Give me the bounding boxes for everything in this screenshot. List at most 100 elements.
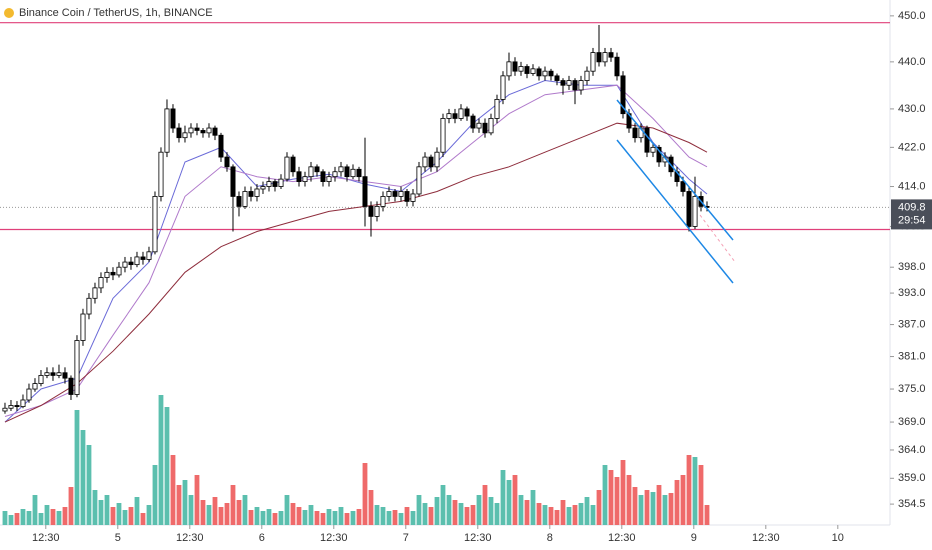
- volume-bar: [116, 503, 122, 525]
- last-price-box: [891, 199, 932, 230]
- candle-body: [212, 127, 218, 136]
- candle-body: [446, 113, 452, 119]
- candle-body: [374, 205, 380, 217]
- candle-body: [164, 108, 170, 153]
- candle-body: [464, 108, 470, 117]
- countdown-label: 29:54: [898, 214, 926, 226]
- candle-body: [8, 405, 14, 409]
- candle-body: [158, 151, 164, 197]
- volume-bar: [458, 503, 464, 525]
- candle-body: [584, 70, 590, 81]
- volume-bar: [428, 507, 434, 525]
- volume-bar: [620, 460, 626, 525]
- candle-body: [536, 68, 542, 77]
- volume-bar: [308, 505, 314, 525]
- y-tick-label: 369.0: [898, 416, 926, 428]
- y-tick-label: 414.0: [898, 180, 926, 192]
- y-tick-label: 359.0: [898, 472, 926, 484]
- volume-bar: [8, 515, 14, 525]
- volume-bar: [638, 495, 644, 525]
- volume-bar: [680, 475, 686, 525]
- volume-bar: [692, 457, 698, 525]
- volume-bar: [62, 507, 68, 525]
- volume-bar: [68, 487, 74, 525]
- candle-body: [86, 297, 92, 315]
- chart-title: Binance Coin / TetherUS, 1h, BINANCE: [19, 7, 213, 19]
- candle-body: [116, 266, 122, 276]
- volume-bar: [32, 495, 38, 525]
- candle-body: [404, 191, 410, 202]
- candle-body: [398, 191, 404, 197]
- x-tick-label: 6: [259, 532, 265, 544]
- volume-bar: [272, 513, 278, 525]
- candle-body: [236, 196, 242, 207]
- y-tick-label: 398.0: [898, 261, 926, 273]
- candle-body: [92, 287, 98, 299]
- candle-body: [560, 80, 566, 86]
- volume-bar: [98, 500, 104, 525]
- candle-body: [266, 181, 272, 187]
- candle-body: [512, 61, 518, 72]
- volume-bar: [644, 490, 650, 525]
- volume-bar: [518, 495, 524, 525]
- candle-body: [632, 127, 638, 139]
- volume-bar: [170, 455, 176, 525]
- candle-body: [296, 171, 302, 182]
- volume-bar: [110, 507, 116, 525]
- candle-body: [686, 191, 692, 227]
- candle-body: [182, 132, 188, 139]
- volume-bar: [434, 497, 440, 525]
- candle-body: [308, 166, 314, 178]
- candle-body: [620, 75, 626, 115]
- candle-body: [368, 205, 374, 217]
- volume-bar: [260, 511, 266, 525]
- candle-body: [524, 66, 530, 74]
- volume-bar: [302, 510, 308, 525]
- candle-body: [14, 405, 20, 407]
- volume-bar: [242, 495, 248, 525]
- candle-body: [104, 271, 110, 278]
- candle-body: [362, 176, 368, 207]
- candle-body: [578, 80, 584, 91]
- volume-bar: [128, 507, 134, 525]
- y-tick-label: 381.0: [898, 350, 926, 362]
- volume-bar: [488, 497, 494, 525]
- volume-bar: [440, 485, 446, 525]
- candle-body: [146, 251, 152, 260]
- volume-bar: [422, 503, 428, 525]
- volume-bar: [278, 511, 284, 525]
- volume-bar: [506, 480, 512, 525]
- candle-body: [338, 166, 344, 173]
- y-tick-label: 364.0: [898, 444, 926, 456]
- volume-bar: [452, 500, 458, 525]
- volume-bar: [542, 505, 548, 525]
- volume-bar: [194, 475, 200, 525]
- x-tick-label: 10: [832, 532, 844, 544]
- volume-bar: [596, 490, 602, 525]
- volume-bar: [212, 497, 218, 525]
- candle-body: [386, 191, 392, 197]
- volume-bar: [104, 495, 110, 525]
- candle-body: [422, 156, 428, 168]
- y-tick-label: 422.0: [898, 141, 926, 153]
- candle-body: [62, 372, 68, 379]
- candle-body: [170, 108, 176, 129]
- candle-body: [554, 75, 560, 81]
- volume-bar: [290, 503, 296, 525]
- candle-body: [302, 176, 308, 182]
- last-price-label: 409.8: [898, 201, 926, 213]
- candle-body: [32, 383, 38, 390]
- volume-bar: [536, 503, 542, 525]
- volume-bar: [92, 490, 98, 525]
- candle-body: [122, 261, 128, 268]
- volume-bar: [626, 475, 632, 525]
- candle-body: [608, 52, 614, 58]
- candle-body: [176, 127, 182, 139]
- candle-body: [314, 166, 320, 173]
- volume-bar: [134, 497, 140, 525]
- channel-upper: [616, 99, 734, 241]
- candle-body: [206, 127, 212, 134]
- volume-bar: [284, 495, 290, 525]
- candle-body: [26, 388, 32, 401]
- candle-body: [254, 188, 260, 197]
